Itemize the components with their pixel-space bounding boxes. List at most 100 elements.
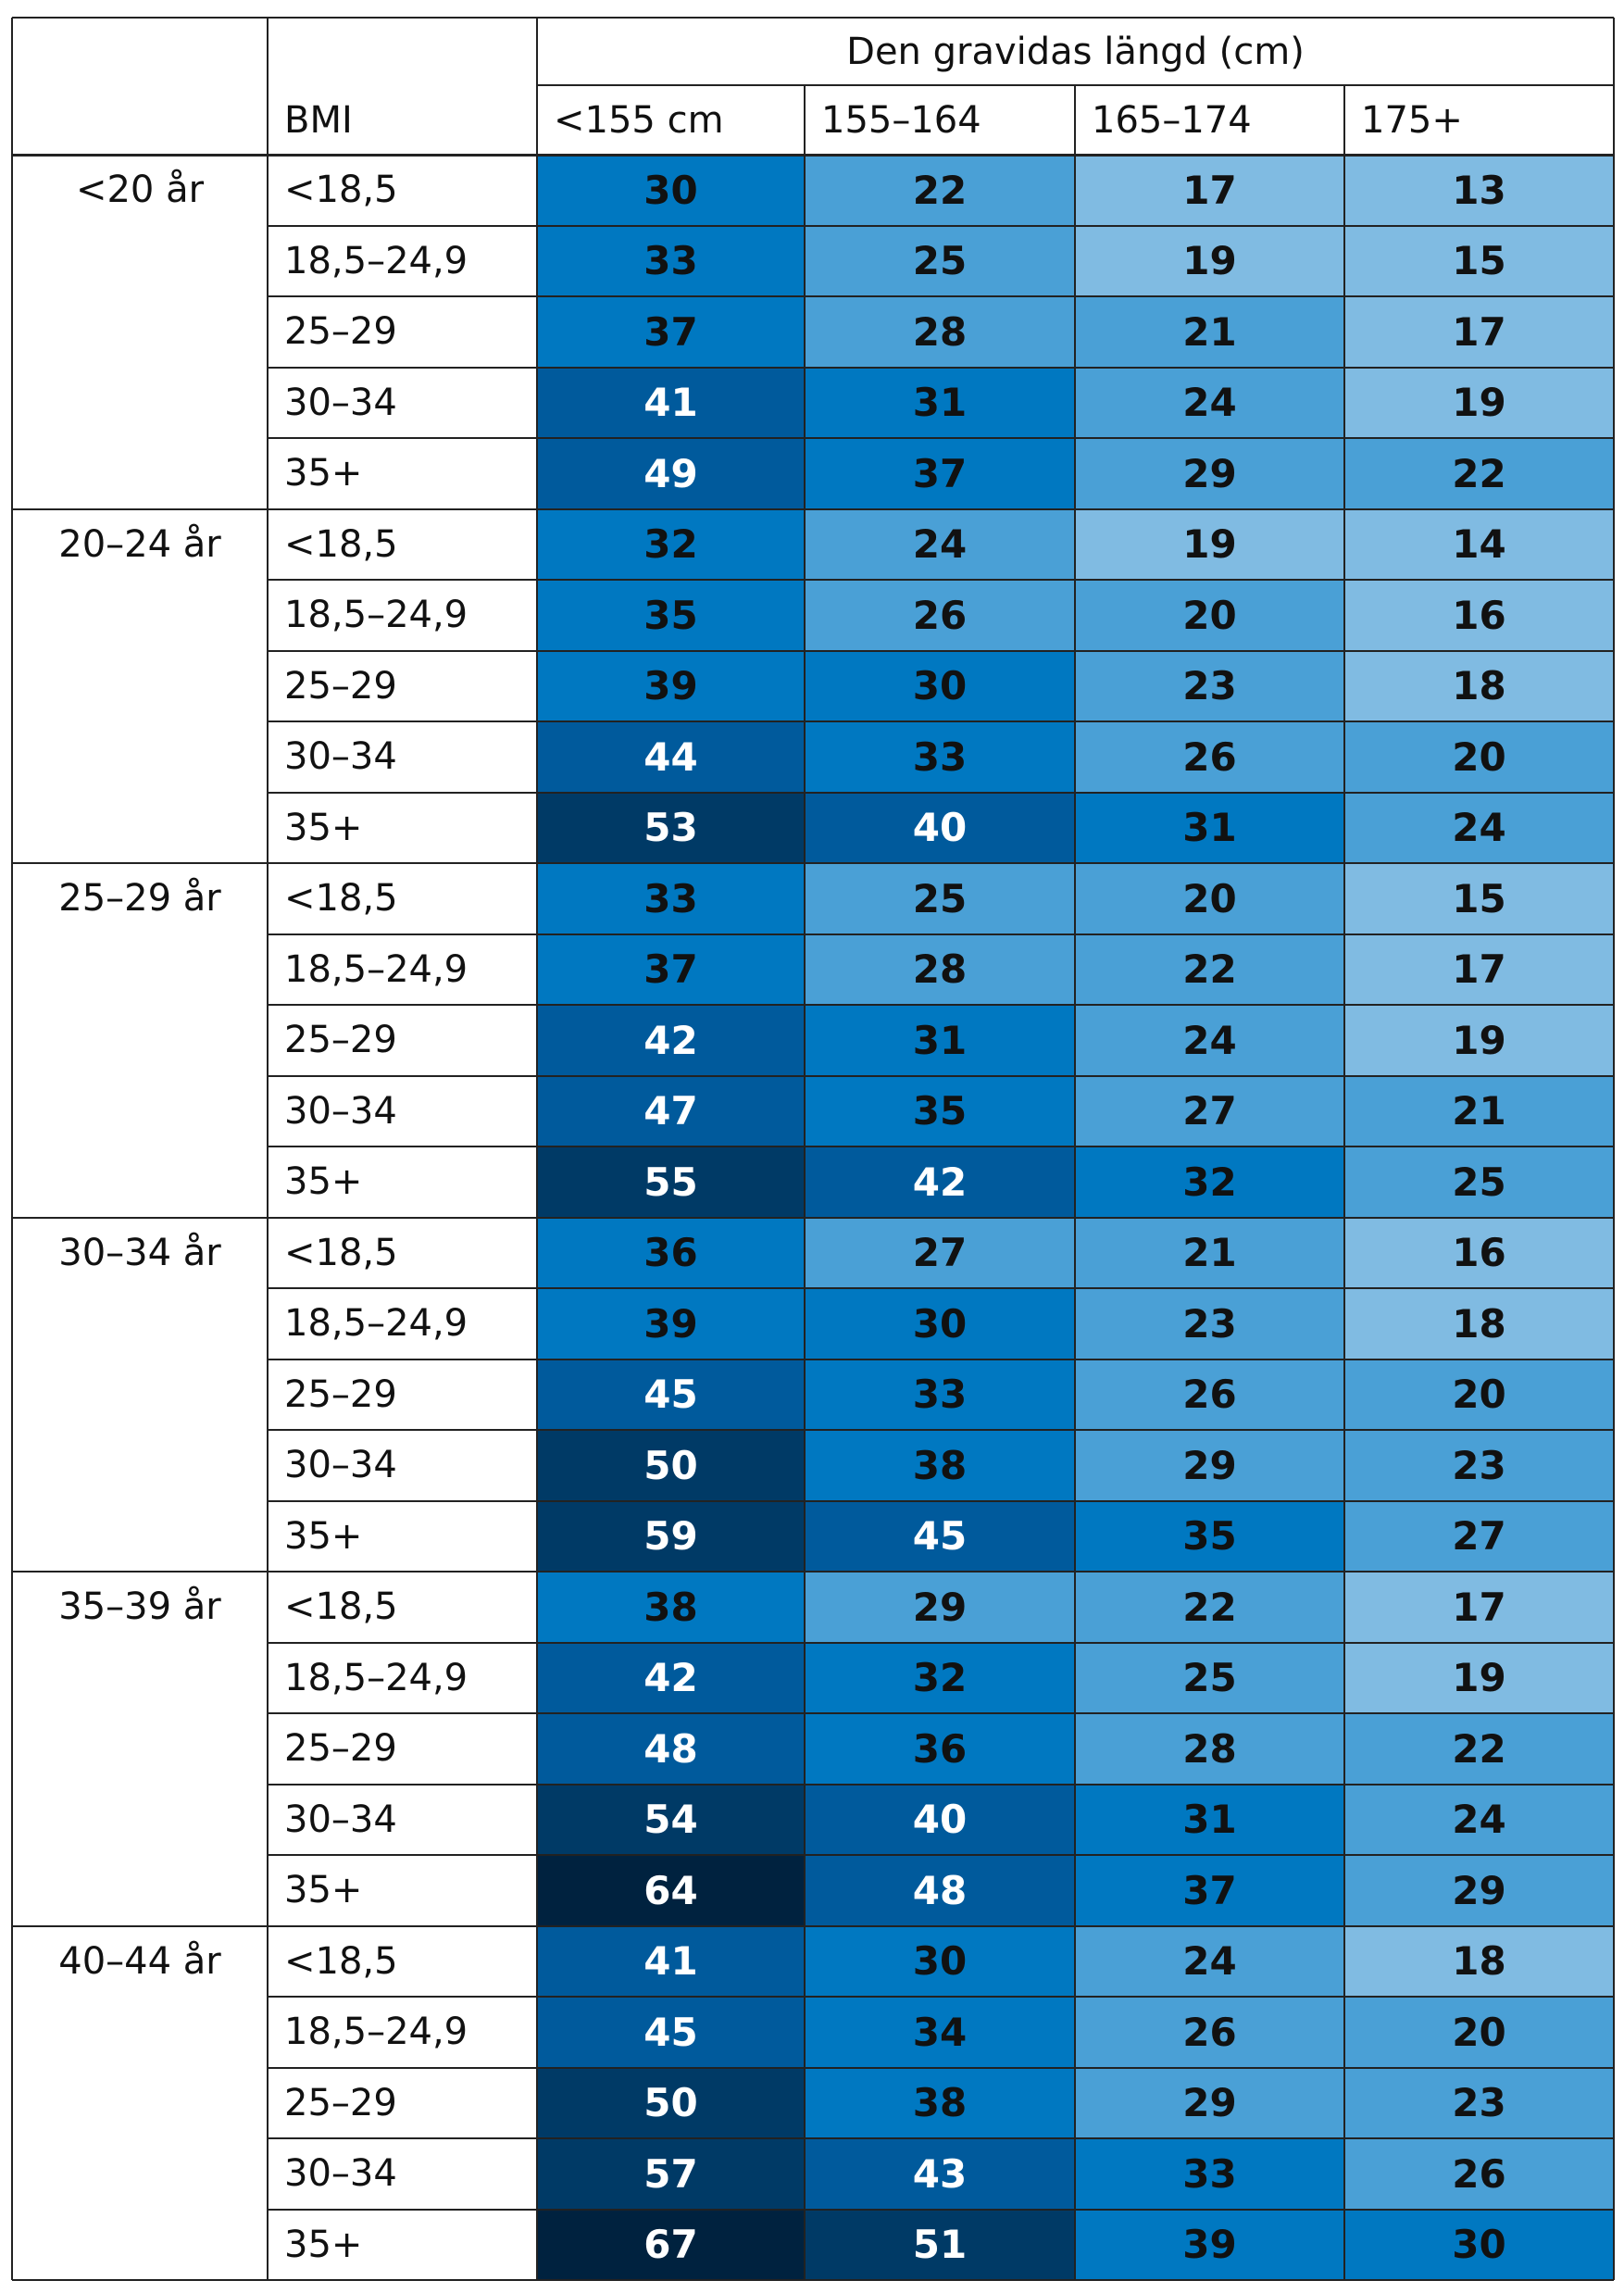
value-cell: 22 [805, 155, 1075, 226]
bmi-label: 30–34 [284, 1444, 397, 1487]
bmi-header: BMI [284, 98, 353, 142]
value-cell: 31 [1075, 1784, 1344, 1855]
value-cell: 18 [1344, 650, 1614, 721]
value-cell: 24 [805, 508, 1075, 580]
row-line [268, 720, 1614, 722]
column-line [1074, 85, 1076, 2280]
row-line [268, 1641, 1614, 1644]
value-cell: 24 [1075, 1005, 1344, 1076]
value-cell: 38 [805, 1430, 1075, 1501]
bmi-label: 35+ [284, 1514, 363, 1558]
value-cell: 28 [1075, 1713, 1344, 1785]
value-cell: 31 [1075, 792, 1344, 863]
group-line [12, 1216, 1614, 1219]
row-line [268, 579, 1614, 581]
bmi-label: <18,5 [284, 1585, 398, 1629]
value-cell: 29 [1075, 438, 1344, 509]
value-cell: 44 [537, 721, 805, 793]
value-cell: 20 [1344, 721, 1614, 793]
bmi-label: <18,5 [284, 169, 398, 212]
value-cell: 33 [805, 721, 1075, 793]
value-cell: 14 [1344, 508, 1614, 580]
row-line [268, 295, 1614, 297]
bmi-label: <18,5 [284, 522, 398, 566]
bmi-label: 18,5–24,9 [284, 947, 468, 991]
bmi-label: 30–34 [284, 1089, 397, 1133]
row-line [268, 366, 1614, 369]
value-cell: 25 [805, 863, 1075, 934]
value-cell: 50 [537, 2067, 805, 2138]
value-cell: 26 [1075, 1359, 1344, 1430]
age-label: 20–24 år [58, 522, 221, 566]
value-cell: 18 [1344, 1925, 1614, 1997]
bmi-label: <18,5 [284, 1939, 398, 1983]
value-cell: 17 [1075, 155, 1344, 226]
row-line [268, 224, 1614, 227]
row-line [268, 1996, 1614, 1998]
bmi-label: 18,5–24,9 [284, 594, 468, 637]
bmi-label: 25–29 [284, 1727, 397, 1771]
value-cell: 31 [805, 367, 1075, 438]
value-cell: 13 [1344, 155, 1614, 226]
bmi-label: 35+ [284, 452, 363, 495]
row-line [268, 1783, 1614, 1786]
value-cell: 27 [1075, 1075, 1344, 1146]
value-cell: 57 [537, 2138, 805, 2210]
value-cell: 23 [1075, 650, 1344, 721]
value-cell: 50 [537, 1430, 805, 1501]
value-cell: 20 [1075, 580, 1344, 651]
group-line [12, 507, 1614, 510]
value-cell: 24 [1075, 367, 1344, 438]
bmi-label: 18,5–24,9 [284, 239, 468, 282]
value-cell: 35 [805, 1075, 1075, 1146]
value-cell: 23 [1344, 2067, 1614, 2138]
value-cell: 48 [805, 1855, 1075, 1926]
value-cell: 29 [1344, 1855, 1614, 1926]
value-cell: 39 [537, 650, 805, 721]
value-cell: 24 [1344, 1784, 1614, 1855]
value-cell: 42 [805, 1146, 1075, 1218]
column-line [11, 18, 13, 2280]
value-cell: 33 [537, 863, 805, 934]
value-cell: 21 [1075, 1217, 1344, 1288]
value-cell: 26 [1344, 2138, 1614, 2210]
row-line [268, 1429, 1614, 1431]
value-cell: 32 [537, 508, 805, 580]
value-cell: 41 [537, 1925, 805, 1997]
border-top [12, 17, 1614, 19]
value-cell: 37 [1075, 1855, 1344, 1926]
row-line [268, 649, 1614, 652]
value-cell: 17 [1344, 296, 1614, 368]
bmi-label: 35+ [284, 2223, 363, 2266]
value-cell: 21 [1344, 1075, 1614, 1146]
group-line [12, 1571, 1614, 1573]
value-cell: 20 [1075, 863, 1344, 934]
bmi-label: 30–34 [284, 1798, 397, 1841]
value-cell: 25 [1075, 1642, 1344, 1713]
row-line [268, 1146, 1614, 1147]
bmi-label: 30–34 [284, 735, 397, 779]
value-cell: 37 [537, 933, 805, 1005]
row-line [268, 2066, 1614, 2069]
bmi-label: <18,5 [284, 1231, 398, 1274]
value-cell: 54 [537, 1784, 805, 1855]
bmi-label: 25–29 [284, 1372, 397, 1416]
value-cell: 40 [805, 792, 1075, 863]
age-label: 40–44 år [58, 1939, 221, 1983]
value-cell: 40 [805, 1784, 1075, 1855]
bmi-label: 18,5–24,9 [284, 2011, 468, 2054]
column-line [267, 18, 269, 2280]
value-cell: 30 [537, 155, 805, 226]
bmi-label: 25–29 [284, 1019, 397, 1062]
column-line [1613, 18, 1615, 2280]
value-cell: 29 [1075, 1430, 1344, 1501]
value-cell: 15 [1344, 863, 1614, 934]
value-cell: 19 [1344, 1005, 1614, 1076]
value-cell: 47 [537, 1075, 805, 1146]
value-cell: 25 [1344, 1146, 1614, 1218]
row-line [268, 2137, 1614, 2139]
row-line [268, 1854, 1614, 1856]
row-line [268, 933, 1614, 935]
value-cell: 39 [1075, 2209, 1344, 2280]
value-cell: 23 [1075, 1288, 1344, 1360]
